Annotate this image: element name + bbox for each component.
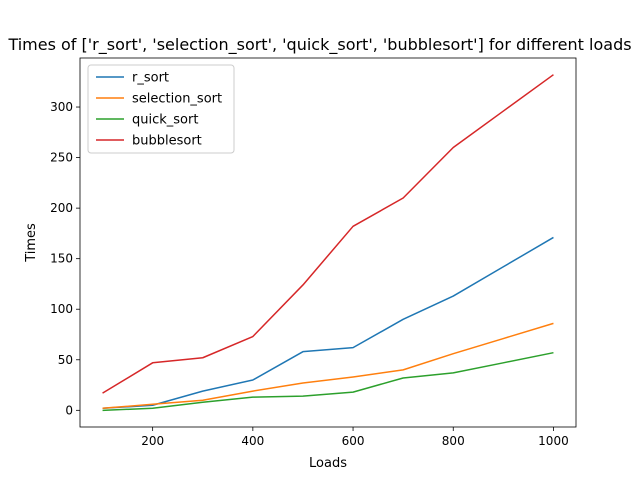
x-axis: 200 400 600 800 1000 [141,427,569,448]
series-line-r-sort [102,236,554,410]
x-tick-label: 400 [241,434,264,448]
y-axis: 0 50 100 150 200 250 300 [50,100,80,417]
y-axis-label: Times [24,223,39,263]
y-tick-label: 50 [58,353,73,367]
x-tick-label: 200 [141,434,164,448]
legend-label: bubblesort [132,134,202,149]
legend-box [87,64,235,154]
x-axis-label: Loads [309,456,347,471]
series-line-quick-sort [102,351,554,412]
series-line-bubblesort [102,74,554,394]
y-tick-label: 200 [50,201,73,215]
y-tick-label: 150 [50,252,73,266]
x-tick-label: 600 [342,434,365,448]
legend-label: quick_sort [132,113,198,128]
chart-title: Times of ['r_sort', 'selection_sort', 'q… [7,35,631,55]
y-tick-label: 250 [50,151,73,165]
y-tick-label: 300 [50,100,73,114]
legend-label: selection_sort [132,92,222,107]
series-line-selection-sort [102,322,554,410]
legend-label: r_sort [132,71,169,86]
series-lines [102,74,554,412]
y-tick-label: 0 [65,403,73,417]
legend: r_sort selection_sort quick_sort bubblesort [87,64,235,154]
x-tick-label: 1000 [538,434,569,448]
y-tick-label: 100 [50,302,73,316]
x-tick-label: 800 [442,434,465,448]
